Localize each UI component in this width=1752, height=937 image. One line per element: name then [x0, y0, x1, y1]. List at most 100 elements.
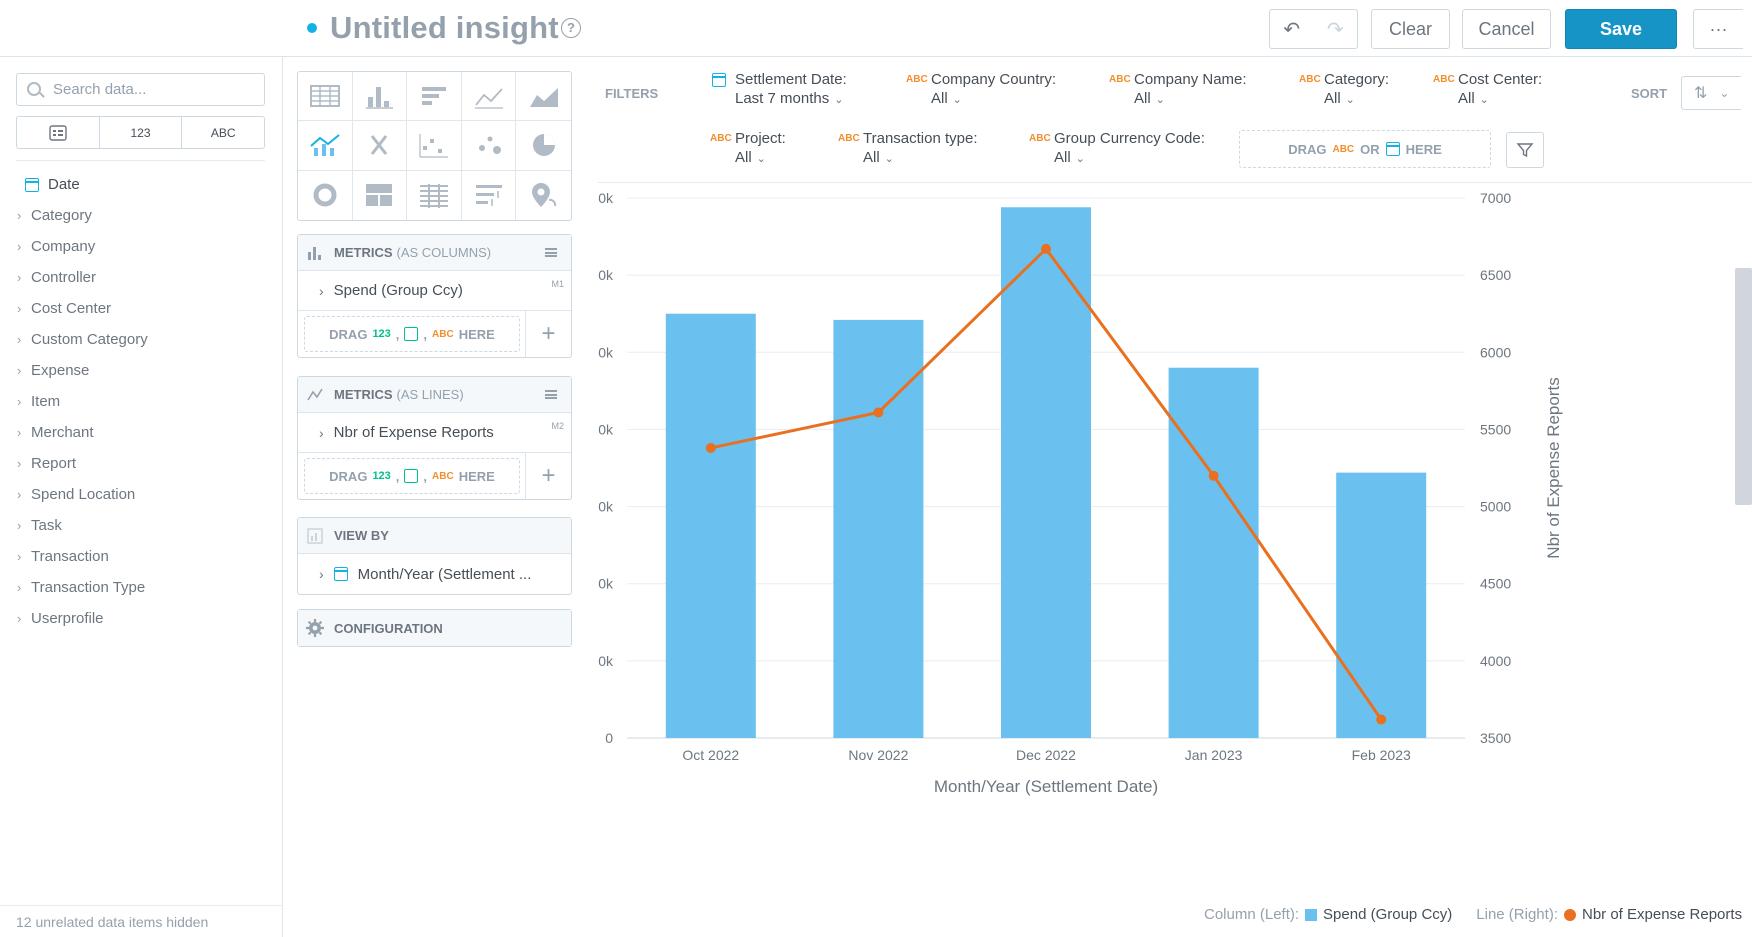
chart-legend: Column (Left): Spend (Group Ccy) Line (R… [1204, 906, 1742, 923]
bucket-header: METRICS (AS LINES) [298, 377, 571, 413]
chevron-right-icon: › [17, 301, 22, 316]
metric-type-icon: 123 [372, 470, 391, 482]
filter-drop-zone[interactable]: DRAG ABC OR HERE [1239, 130, 1491, 168]
filter-settings-button[interactable] [1506, 132, 1544, 168]
line-chart-icon [307, 388, 323, 400]
drop-comma: , [395, 326, 400, 342]
y-left-tick-label: 0 [605, 730, 613, 746]
filter-transaction-type[interactable]: ABC Transaction type: All ⌄ [838, 130, 978, 166]
bucket-item-nbr-reports[interactable]: › Nbr of Expense Reports M2 [298, 413, 571, 453]
add-metric-button[interactable]: + [525, 453, 571, 499]
bucket-item-spend[interactable]: › Spend (Group Ccy) M1 [298, 271, 571, 311]
drop-drag-label: DRAG [329, 326, 368, 342]
viz-column-button[interactable] [352, 72, 408, 122]
catalog-item-label: Merchant [31, 424, 94, 441]
save-button[interactable]: Save [1565, 9, 1677, 49]
catalog-item-merchant[interactable]: › Merchant [0, 423, 283, 454]
text-type-icon: ABC [838, 133, 860, 144]
chart-bar [665, 313, 756, 738]
hamburger-icon[interactable] [545, 248, 557, 257]
metric-drop-zone[interactable]: DRAG 123, , ABC HERE [304, 316, 520, 352]
text-type-icon: ABC [906, 74, 928, 85]
map-pin-icon [531, 183, 556, 208]
hidden-items-note: 12 unrelated data items hidden [0, 905, 283, 937]
catalog-item-date[interactable]: Date [0, 175, 283, 206]
add-metric-button[interactable]: + [525, 311, 571, 357]
filter-group-currency-code[interactable]: ABC Group Currency Code: All ⌄ [1029, 130, 1205, 166]
type-filter-attribute[interactable] [17, 117, 99, 148]
redo-button[interactable]: ↷ [1314, 10, 1358, 48]
line-chart-icon [474, 88, 503, 109]
type-filter-metric[interactable]: 123 [98, 117, 182, 148]
more-menu-button[interactable]: ··· [1693, 9, 1743, 49]
viz-area-button[interactable] [516, 72, 571, 122]
catalog-item-custom-category[interactable]: › Custom Category [0, 330, 283, 361]
bucket-item-month-year[interactable]: › Month/Year (Settlement ... [298, 554, 571, 594]
sort-button[interactable]: ⇅ ⌄ [1681, 76, 1741, 110]
filter-category[interactable]: ABC Category: All ⌄ [1299, 71, 1389, 107]
filter-project[interactable]: ABC Project: All ⌄ [710, 130, 786, 166]
catalog-item-item[interactable]: › Item [0, 392, 283, 423]
viz-table-button[interactable] [298, 72, 353, 122]
filter-settlement-date[interactable]: Settlement Date: Last 7 months ⌄ [712, 71, 847, 107]
visualization-type-picker [297, 71, 572, 221]
viz-heatmap-button[interactable] [407, 170, 462, 220]
filter-company-name[interactable]: ABC Company Name: All ⌄ [1109, 71, 1247, 107]
catalog-item-task[interactable]: › Task [0, 516, 283, 547]
catalog-item-company[interactable]: › Company [0, 237, 283, 268]
search-input[interactable]: Search data... [53, 81, 147, 98]
filter-cost-center[interactable]: ABC Cost Center: All ⌄ [1433, 71, 1542, 107]
viz-donut-button[interactable] [298, 170, 353, 220]
type-filter-text[interactable]: ABC [181, 117, 264, 148]
filter-company-country[interactable]: ABC Company Country: All ⌄ [906, 71, 1056, 107]
legend-column-series[interactable]: Spend (Group Ccy) [1323, 906, 1453, 923]
undo-redo-group: ↶ ↷ [1269, 9, 1358, 49]
bucket-header: METRICS (AS COLUMNS) [298, 235, 571, 271]
legend-line-series[interactable]: Nbr of Expense Reports [1581, 906, 1743, 923]
catalog-item-report[interactable]: › Report [0, 454, 283, 485]
configuration-section[interactable]: CONFIGURATION [297, 609, 572, 647]
viz-bullet-button[interactable] [462, 170, 517, 220]
viz-pie-button[interactable] [516, 121, 571, 171]
catalog-item-cost-center[interactable]: › Cost Center [0, 299, 283, 330]
viz-bubble-button[interactable] [461, 121, 517, 171]
catalog-item-category[interactable]: › Category [0, 206, 283, 237]
viz-geo-button[interactable] [516, 171, 571, 220]
clear-button[interactable]: Clear [1371, 9, 1450, 49]
hamburger-icon[interactable] [545, 390, 557, 399]
scrollbar[interactable] [1735, 268, 1752, 505]
y-right-tick-label: 4000 [1480, 653, 1511, 669]
help-icon[interactable]: ? [561, 18, 581, 38]
text-type-icon: ABC [1332, 143, 1355, 155]
catalog-item-transaction[interactable]: › Transaction [0, 547, 283, 578]
insight-title[interactable]: Untitled insight [330, 10, 559, 45]
chevron-right-icon: › [319, 282, 324, 299]
cancel-button[interactable]: Cancel [1462, 9, 1551, 49]
y-left-tick-label: 100k [598, 576, 614, 592]
metric-drop-zone[interactable]: DRAG 123, , ABC HERE [304, 458, 520, 494]
viz-scatter-button[interactable] [407, 121, 462, 171]
combo-chart-icon [310, 134, 340, 157]
filter-bar: FILTERS Settlement Date: Last 7 months ⌄ … [598, 62, 1752, 183]
catalog-item-userprofile[interactable]: › Userprofile [0, 609, 283, 640]
viz-bar-button[interactable] [407, 72, 462, 122]
viz-treemap-button[interactable] [353, 170, 408, 220]
view-by-bucket: VIEW BY › Month/Year (Settlement ... [297, 517, 572, 595]
filter-name: Project: [735, 130, 786, 147]
bucket-title: METRICS [334, 245, 393, 260]
chevron-down-icon: ⌄ [1719, 86, 1730, 100]
metric-tag: M1 [551, 279, 564, 289]
legend-line-label: Line (Right): [1476, 906, 1558, 923]
y-right-tick-label: 3500 [1480, 730, 1511, 746]
catalog-item-transaction-type[interactable]: › Transaction Type [0, 578, 283, 609]
view-by-icon [307, 527, 323, 544]
viz-combo-button[interactable] [298, 121, 353, 171]
viz-line-button[interactable] [461, 72, 517, 122]
catalog-item-spend-location[interactable]: › Spend Location [0, 485, 283, 516]
viz-headline-button[interactable] [352, 121, 408, 171]
catalog-item-expense[interactable]: › Expense [0, 361, 283, 392]
chevron-right-icon: › [17, 456, 22, 471]
search-box[interactable]: Search data... [16, 73, 265, 106]
catalog-item-controller[interactable]: › Controller [0, 268, 283, 299]
undo-button[interactable]: ↶ [1270, 10, 1314, 48]
